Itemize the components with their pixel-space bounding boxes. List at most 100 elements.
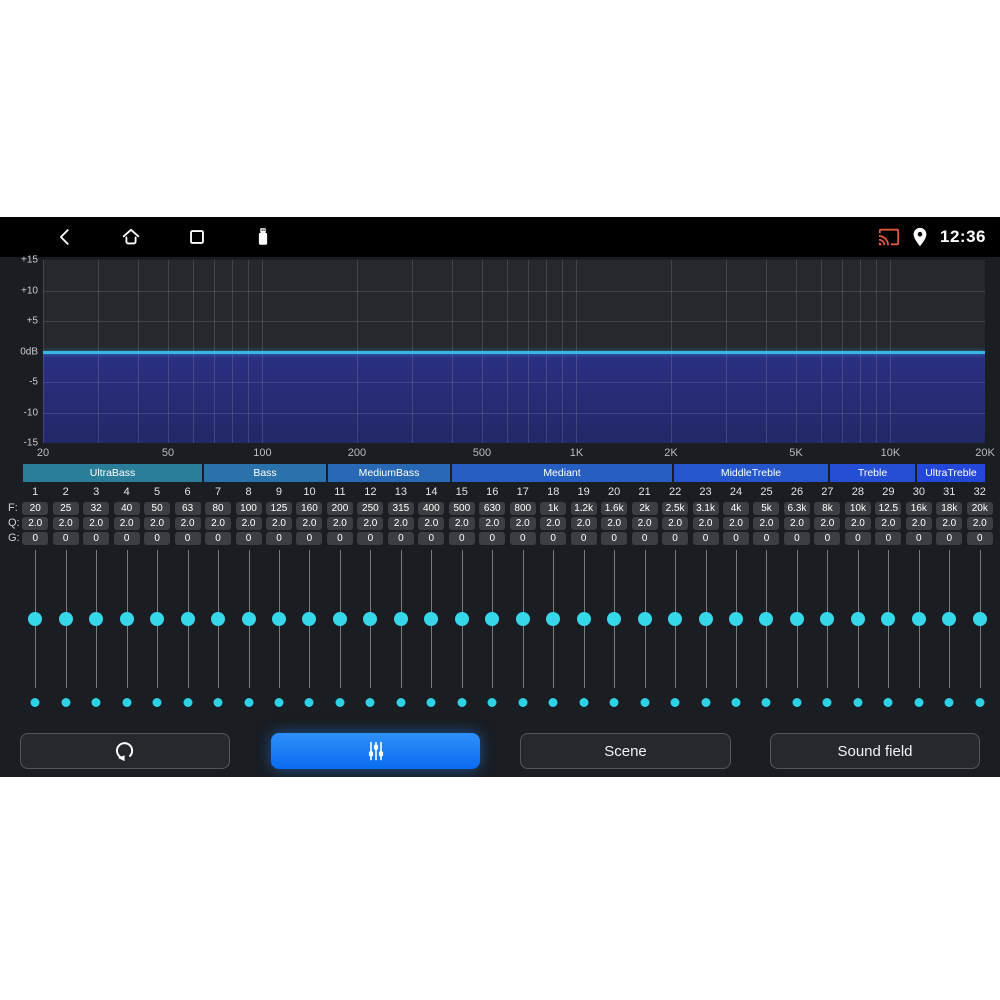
freq-value-chip[interactable]: 25 [52, 501, 79, 515]
q-value-chip[interactable]: 2.0 [357, 516, 384, 530]
freq-value-chip[interactable]: 125 [265, 501, 292, 515]
slider-thumb[interactable] [332, 612, 347, 626]
q-value-chip[interactable]: 2.0 [875, 516, 902, 530]
freq-value-chip[interactable]: 400 [418, 501, 445, 515]
slider-min-dot[interactable] [91, 698, 101, 707]
gain-slider[interactable] [690, 548, 720, 716]
slider-thumb[interactable] [942, 612, 957, 626]
q-value-chip[interactable]: 2.0 [205, 516, 232, 530]
q-value-chip[interactable]: 2.0 [570, 516, 597, 530]
slider-thumb[interactable] [271, 612, 286, 626]
gain-slider[interactable] [386, 548, 416, 716]
slider-min-dot[interactable] [61, 698, 71, 707]
slider-min-dot[interactable] [975, 698, 985, 707]
q-value-chip[interactable]: 2.0 [235, 516, 262, 530]
slider-min-dot[interactable] [761, 698, 771, 707]
slider-min-dot[interactable] [213, 698, 223, 707]
slider-min-dot[interactable] [548, 698, 558, 707]
gain-slider[interactable] [50, 548, 80, 716]
slider-min-dot[interactable] [883, 698, 893, 707]
slider-min-dot[interactable] [152, 698, 162, 707]
slider-min-dot[interactable] [944, 698, 954, 707]
gain-slider[interactable] [81, 548, 111, 716]
gain-slider[interactable] [904, 548, 934, 716]
freq-value-chip[interactable]: 18k [936, 501, 963, 515]
gain-slider[interactable] [416, 548, 446, 716]
q-value-chip[interactable]: 2.0 [936, 516, 963, 530]
gain-slider[interactable] [934, 548, 964, 716]
freq-value-chip[interactable]: 12.5 [875, 501, 902, 515]
freq-value-chip[interactable]: 40 [113, 501, 140, 515]
q-value-chip[interactable]: 2.0 [22, 516, 49, 530]
gain-slider[interactable] [538, 548, 568, 716]
q-value-chip[interactable]: 2.0 [52, 516, 79, 530]
gain-value-chip[interactable]: 0 [601, 531, 628, 545]
freq-value-chip[interactable]: 800 [509, 501, 536, 515]
slider-min-dot[interactable] [122, 698, 132, 707]
gain-slider[interactable] [447, 548, 477, 716]
reset-button[interactable] [20, 733, 230, 769]
slider-min-dot[interactable] [792, 698, 802, 707]
slider-thumb[interactable] [89, 612, 104, 626]
slider-min-dot[interactable] [670, 698, 680, 707]
gain-value-chip[interactable]: 0 [966, 531, 993, 545]
gain-slider[interactable] [325, 548, 355, 716]
sound-field-button[interactable]: Sound field [770, 733, 980, 769]
gain-value-chip[interactable]: 0 [631, 531, 658, 545]
freq-value-chip[interactable]: 20 [22, 501, 49, 515]
q-value-chip[interactable]: 2.0 [326, 516, 353, 530]
q-value-chip[interactable]: 2.0 [601, 516, 628, 530]
gain-value-chip[interactable]: 0 [418, 531, 445, 545]
q-value-chip[interactable]: 2.0 [814, 516, 841, 530]
slider-thumb[interactable] [972, 612, 987, 626]
gain-slider[interactable] [20, 548, 50, 716]
slider-min-dot[interactable] [822, 698, 832, 707]
gain-value-chip[interactable]: 0 [448, 531, 475, 545]
gain-slider[interactable] [294, 548, 324, 716]
slider-min-dot[interactable] [701, 698, 711, 707]
slider-thumb[interactable] [576, 612, 591, 626]
gain-value-chip[interactable]: 0 [814, 531, 841, 545]
freq-value-chip[interactable]: 32 [83, 501, 110, 515]
q-value-chip[interactable]: 2.0 [479, 516, 506, 530]
freq-value-chip[interactable]: 16k [905, 501, 932, 515]
gain-slider[interactable] [782, 548, 812, 716]
freq-value-chip[interactable]: 160 [296, 501, 323, 515]
gain-slider[interactable] [660, 548, 690, 716]
gain-slider[interactable] [599, 548, 629, 716]
q-value-chip[interactable]: 2.0 [296, 516, 323, 530]
slider-min-dot[interactable] [244, 698, 254, 707]
slider-thumb[interactable] [759, 612, 774, 626]
slider-thumb[interactable] [546, 612, 561, 626]
gain-slider[interactable] [142, 548, 172, 716]
freq-value-chip[interactable]: 10k [844, 501, 871, 515]
q-value-chip[interactable]: 2.0 [113, 516, 140, 530]
band-bass[interactable]: Bass [204, 464, 326, 482]
gain-value-chip[interactable]: 0 [326, 531, 353, 545]
slider-min-dot[interactable] [457, 698, 467, 707]
slider-thumb[interactable] [881, 612, 896, 626]
q-value-chip[interactable]: 2.0 [662, 516, 689, 530]
gain-slider[interactable] [355, 548, 385, 716]
gain-slider[interactable] [751, 548, 781, 716]
gain-value-chip[interactable]: 0 [265, 531, 292, 545]
freq-value-chip[interactable]: 250 [357, 501, 384, 515]
scene-button[interactable]: Scene [520, 733, 731, 769]
band-treble[interactable]: Treble [830, 464, 915, 482]
q-value-chip[interactable]: 2.0 [509, 516, 536, 530]
gain-slider[interactable] [965, 548, 995, 716]
q-value-chip[interactable]: 2.0 [540, 516, 567, 530]
slider-thumb[interactable] [729, 612, 744, 626]
gain-slider[interactable] [568, 548, 598, 716]
gain-slider[interactable] [233, 548, 263, 716]
gain-value-chip[interactable]: 0 [479, 531, 506, 545]
recents-icon[interactable] [186, 226, 208, 248]
q-value-chip[interactable]: 2.0 [692, 516, 719, 530]
gain-value-chip[interactable]: 0 [205, 531, 232, 545]
back-icon[interactable] [54, 226, 76, 248]
band-middletreble[interactable]: MiddleTreble [674, 464, 828, 482]
slider-thumb[interactable] [58, 612, 73, 626]
usb-icon[interactable] [252, 226, 274, 248]
freq-value-chip[interactable]: 1k [540, 501, 567, 515]
q-value-chip[interactable]: 2.0 [418, 516, 445, 530]
